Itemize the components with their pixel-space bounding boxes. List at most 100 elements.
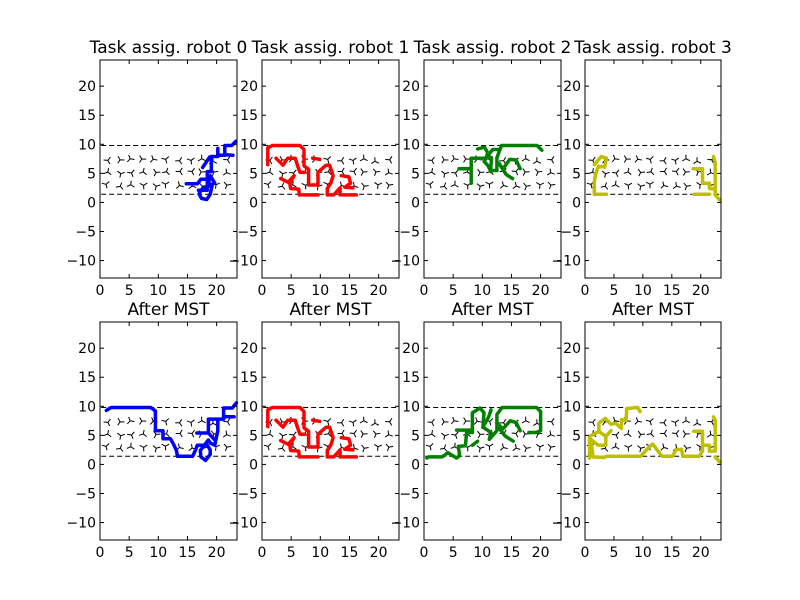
maze-wall (384, 434, 389, 438)
maze-wall (105, 446, 108, 451)
maze-wall (664, 429, 667, 434)
y-tick-label: 15 (402, 108, 420, 124)
robot-path-4 (310, 156, 322, 162)
maze-wall (634, 158, 639, 163)
maze-wall (623, 171, 629, 174)
y-tick-label: 20 (78, 79, 96, 95)
maze-wall (550, 183, 556, 186)
maze-wall (455, 431, 459, 436)
maze-wall (165, 421, 168, 426)
maze-wall (360, 430, 364, 435)
maze-wall (650, 171, 655, 176)
y-tick-label: 15 (78, 370, 96, 386)
maze-wall (615, 434, 619, 440)
maze-wall (281, 182, 285, 187)
x-tick-label: 15 (341, 545, 359, 561)
maze-wall (191, 433, 195, 438)
maze-wall (117, 432, 122, 437)
x-tick-label: 10 (149, 283, 167, 299)
x-tick-label: 20 (370, 545, 388, 561)
robot-path-0 (266, 405, 359, 459)
maze-wall (425, 444, 431, 447)
maze-wall (455, 434, 458, 440)
maze-wall (323, 157, 328, 160)
maze-wall (359, 420, 365, 424)
maze-wall (372, 168, 377, 173)
axes-frame (423, 59, 562, 279)
y-tick-label: 0 (572, 195, 581, 211)
maze-wall (463, 155, 467, 160)
maze-wall (107, 418, 111, 423)
panel-title: Task assig. robot 3 (573, 38, 732, 58)
axes-frame (99, 321, 238, 541)
x-tick-label: 10 (149, 545, 167, 561)
maze-wall (190, 160, 193, 165)
maze-wall (316, 448, 319, 453)
maze-wall (706, 434, 712, 438)
maze-wall (293, 169, 297, 174)
maze-wall (477, 172, 481, 177)
maze-wall (263, 444, 269, 447)
maze-wall (640, 184, 646, 187)
maze-wall (431, 422, 435, 427)
axes-frame (423, 321, 562, 541)
x-tick-label: 10 (634, 283, 652, 299)
maze-wall (177, 181, 180, 186)
maze-wall (660, 185, 665, 189)
robot-path-4 (223, 153, 235, 158)
maze-wall (649, 421, 652, 426)
panel-title: Task assig. robot 1 (251, 38, 410, 58)
maze-wall (455, 172, 458, 178)
y-tick-label: 10 (240, 137, 258, 153)
maze-wall (352, 157, 357, 161)
maze-wall (139, 158, 143, 163)
maze-wall (127, 433, 132, 436)
y-tick-label: 5 (572, 428, 581, 444)
maze-wall (489, 418, 494, 422)
maze-wall (463, 158, 467, 163)
maze-wall (590, 184, 593, 189)
maze-wall (199, 182, 203, 187)
maze-wall (441, 159, 445, 164)
maze-wall (683, 171, 686, 176)
maze-wall (649, 156, 654, 160)
maze-wall (451, 171, 456, 174)
maze-wall (427, 433, 432, 437)
chart-panel-3: 0 5 10 15 20 −10 −5 0 5 10 15 20 Task assig. robot 3 (551, 38, 731, 299)
maze-wall (623, 158, 627, 163)
maze-wall (389, 418, 393, 422)
maze-wall (364, 184, 369, 187)
maze-wall (101, 182, 107, 185)
y-tick-label: −10 (228, 254, 258, 270)
maze-wall (377, 444, 383, 448)
maze-wall (549, 168, 552, 173)
maze-wall (372, 430, 377, 435)
maze-wall (279, 170, 284, 175)
maze-wall (650, 429, 653, 434)
maze-wall (128, 416, 131, 421)
y-tick-label: 5 (249, 428, 258, 444)
maze-wall (614, 420, 620, 423)
y-tick-label: −10 (66, 254, 96, 270)
maze-wall (154, 186, 157, 191)
maze-wall (215, 444, 221, 448)
x-tick-label: 20 (532, 283, 550, 299)
maze-wall (374, 422, 380, 426)
maze-wall (153, 434, 157, 439)
maze-wall (547, 443, 552, 448)
maze-wall (539, 182, 545, 186)
maze-wall (429, 443, 434, 447)
maze-wall (450, 184, 455, 187)
maze-wall (131, 431, 135, 436)
maze-wall (515, 429, 520, 434)
maze-wall (476, 445, 481, 449)
maze-wall (289, 433, 294, 436)
maze-wall (535, 171, 539, 176)
maze-wall (388, 434, 393, 437)
maze-wall (389, 156, 393, 160)
maze-wall (443, 182, 447, 187)
maze-wall (265, 171, 270, 175)
maze-wall (637, 430, 642, 435)
maze-wall (190, 443, 193, 449)
y-tick-label: 10 (402, 137, 420, 153)
